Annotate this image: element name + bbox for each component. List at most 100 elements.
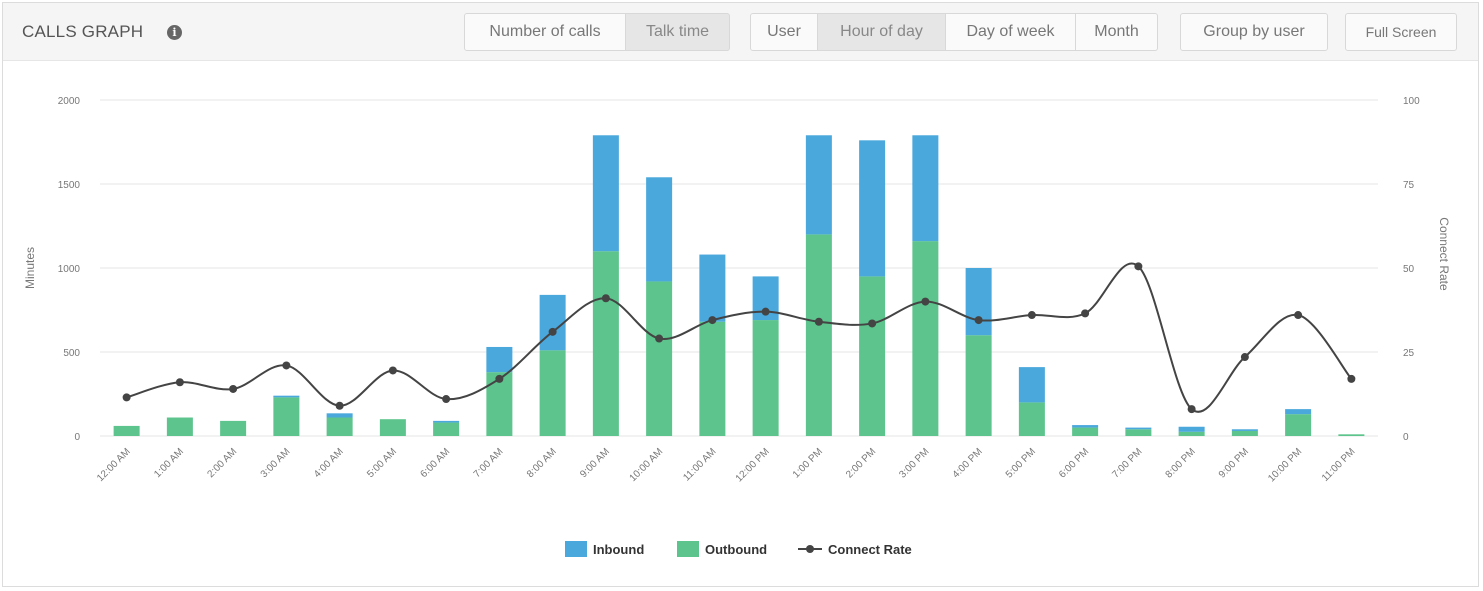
connect-rate-point (974, 316, 983, 325)
bar-outbound (326, 417, 353, 436)
connect-rate-point (229, 384, 238, 393)
x-tick-label: 10:00 PM (1266, 446, 1304, 484)
number-of-calls-button[interactable]: Number of calls (464, 13, 626, 51)
info-icon[interactable]: i (167, 25, 182, 40)
day-of-week-button[interactable]: Day of week (946, 13, 1076, 51)
bar-inbound (965, 268, 992, 336)
connect-rate-point (708, 316, 717, 325)
x-tick-label: 3:00 AM (259, 446, 293, 480)
x-tick-label: 1:00 AM (152, 446, 186, 480)
connect-rate-point (655, 334, 664, 343)
connect-rate-point (335, 401, 344, 410)
bar-outbound (1125, 429, 1152, 436)
connect-rate-line (126, 262, 1353, 413)
bar-inbound (805, 135, 832, 235)
bar-outbound (1285, 414, 1312, 436)
connect-rate-point (761, 307, 770, 316)
bar-outbound (592, 251, 619, 436)
bar-inbound (1072, 425, 1099, 428)
connect-rate-point (868, 319, 877, 328)
bar-outbound (912, 241, 939, 436)
x-tick-label: 2:00 AM (206, 446, 240, 480)
x-tick-label: 6:00 PM (1057, 446, 1091, 480)
bar-inbound (1231, 429, 1258, 431)
bar-outbound (273, 397, 300, 436)
x-tick-label: 5:00 AM (365, 446, 399, 480)
panel-title: CALLS GRAPH (22, 22, 144, 41)
connect-rate-point (1081, 309, 1090, 318)
bar-outbound (539, 350, 566, 436)
bar-outbound (433, 422, 460, 436)
connect-rate-point (442, 395, 451, 404)
y-tick-label: 500 (63, 348, 80, 359)
bar-outbound (113, 425, 140, 436)
legend-outbound-swatch (677, 541, 699, 557)
bar-inbound (859, 140, 886, 277)
legend-rate-marker (806, 545, 814, 553)
legend-outbound-label: Outbound (705, 542, 767, 557)
bar-outbound (1338, 434, 1365, 436)
bar-inbound (433, 420, 460, 423)
bar-inbound (1018, 367, 1045, 403)
y-tick-label: 2000 (58, 96, 81, 107)
bar-inbound (1125, 427, 1152, 430)
y2-tick-label: 25 (1403, 348, 1415, 359)
group-by-user-button[interactable]: Group by user (1180, 13, 1328, 51)
bar-outbound (379, 419, 406, 436)
bar-outbound (805, 234, 832, 436)
connect-rate-point (1294, 311, 1303, 320)
x-tick-label: 8:00 AM (525, 446, 559, 480)
bar-inbound (1178, 426, 1205, 432)
connect-rate-point (175, 378, 184, 387)
connect-rate-point (1027, 311, 1036, 320)
bar-inbound (699, 254, 726, 322)
user-button[interactable]: User (750, 13, 818, 51)
connect-rate-point (388, 366, 397, 375)
x-tick-label: 9:00 PM (1217, 446, 1251, 480)
y-axis-label: Minutes (23, 247, 37, 289)
metric-toggle: Number of calls Talk time (464, 13, 730, 51)
bar-inbound (273, 395, 300, 398)
connect-rate-point (548, 327, 557, 336)
hour-of-day-button[interactable]: Hour of day (818, 13, 946, 51)
x-tick-label: 2:00 PM (844, 446, 878, 480)
x-tick-label: 10:00 AM (628, 446, 666, 484)
legend-inbound-swatch (565, 541, 587, 557)
bar-inbound (646, 177, 673, 282)
bar-inbound (592, 135, 619, 252)
connect-rate-point (282, 361, 291, 370)
bar-outbound (859, 276, 886, 436)
y-tick-label: 1500 (58, 180, 81, 191)
x-tick-label: 5:00 PM (1004, 446, 1038, 480)
connect-rate-point (1240, 353, 1249, 362)
connect-rate-point (1187, 405, 1196, 414)
bar-outbound (1072, 427, 1099, 436)
y2-tick-label: 0 (1403, 432, 1409, 443)
x-tick-label: 11:00 PM (1320, 446, 1358, 484)
x-tick-label: 9:00 AM (578, 446, 612, 480)
full-screen-button[interactable]: Full Screen (1345, 13, 1457, 51)
connect-rate-point (921, 297, 930, 306)
bar-outbound (646, 281, 673, 436)
x-tick-label: 8:00 PM (1164, 446, 1198, 480)
bar-outbound (752, 320, 779, 436)
x-tick-label: 7:00 PM (1110, 446, 1144, 480)
y2-axis-label: Connect Rate (1437, 217, 1451, 291)
bar-outbound (1178, 431, 1205, 436)
bar-outbound (965, 335, 992, 436)
month-button[interactable]: Month (1076, 13, 1158, 51)
x-tick-label: 1:00 PM (791, 446, 825, 480)
y2-tick-label: 75 (1403, 180, 1415, 191)
talk-time-button[interactable]: Talk time (626, 13, 730, 51)
legend-rate-label: Connect Rate (828, 542, 912, 557)
fullscreen-toggle: Full Screen (1345, 13, 1457, 51)
x-tick-label: 3:00 PM (897, 446, 931, 480)
y2-tick-label: 50 (1403, 264, 1415, 275)
connect-rate-point (601, 294, 610, 303)
connect-rate-point (1134, 262, 1143, 271)
x-tick-label: 12:00 AM (95, 446, 133, 484)
bar-outbound (699, 321, 726, 436)
bar-outbound (220, 420, 247, 436)
bar-outbound (1231, 430, 1258, 436)
